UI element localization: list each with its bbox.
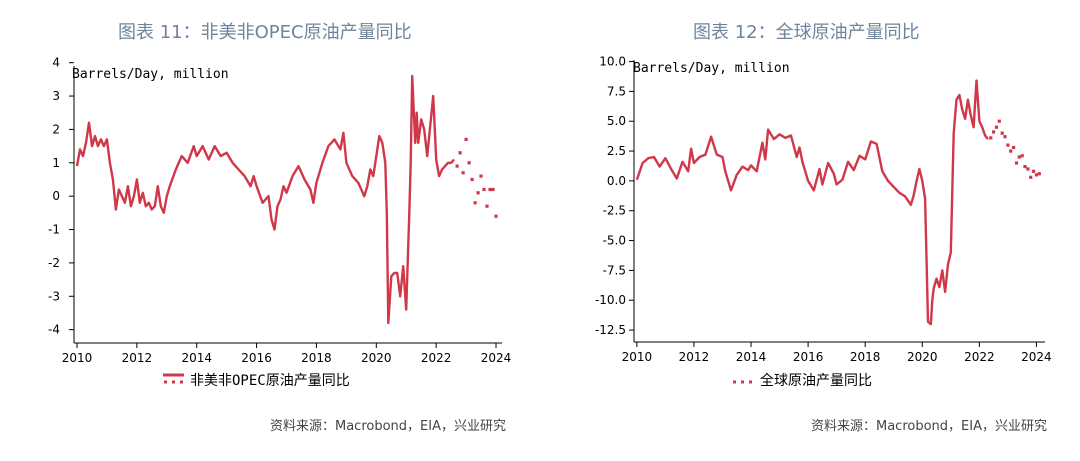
chart-1-forecast-point — [470, 177, 474, 182]
chart-1-forecast-point — [488, 187, 492, 192]
chart-1-xtick-label: 2018 — [301, 351, 332, 365]
chart-2-forecast-point — [1020, 154, 1024, 158]
chart-1-xtick-label: 2020 — [361, 351, 392, 365]
chart-1-ytick-label: 3 — [52, 89, 60, 103]
chart-2-forecast-point — [994, 125, 999, 129]
chart-1-xtick-label: 2016 — [241, 351, 272, 365]
chart-2-forecast-point — [1037, 172, 1041, 176]
chart-1-series-actual — [75, 74, 455, 325]
chart-2-xticks: 2010 2012 2014 2016 2018 2020 2022 2024 — [622, 342, 1052, 364]
chart-2-plot — [635, 79, 1041, 326]
chart-2-forecast-point — [1023, 165, 1027, 169]
chart-1-forecast-point — [473, 201, 477, 205]
chart-2-xtick-label: 2024 — [1021, 350, 1052, 364]
chart-1-source: 资料来源：Macrobond，EIA，兴业研究 — [270, 419, 506, 434]
chart-2-xtick-label: 2016 — [793, 350, 824, 364]
chart-1-ytick-label: -4 — [48, 323, 60, 337]
chart-2-ytick-label: -12.5 — [595, 323, 626, 337]
chart-2-forecast-point — [1034, 173, 1038, 177]
chart-2-yticks: 10.0 7.5 5.0 2.5 0.0 -2.5 -5.0 -7.5 -10.0 -12.5 — [595, 55, 634, 337]
chart-1-forecast-point — [482, 187, 486, 192]
chart-1-ytick-label: 1 — [52, 156, 60, 170]
chart-1-ytick-label: -1 — [48, 223, 60, 237]
chart-2-forecast-point — [989, 136, 993, 140]
chart-1-xtick-label: 2012 — [122, 351, 153, 365]
chart-2-ytick-label: 5.0 — [607, 114, 626, 128]
chart-1-forecast-point — [491, 187, 495, 192]
chart-2-series-actual — [635, 79, 989, 326]
chart-1-ytick-label: -2 — [48, 256, 60, 270]
chart-2-xtick-label: 2010 — [622, 350, 653, 364]
chart-2-legend-label: 全球原油产量同比 — [760, 372, 872, 389]
chart-1-ytick-label: 4 — [52, 56, 60, 70]
chart-2-forecast-point — [1012, 145, 1016, 150]
chart-1-xtick-label: 2010 — [62, 351, 93, 365]
chart-2-forecast-point — [1009, 149, 1013, 153]
chart-1-unit-label: Barrels/Day, million — [72, 67, 229, 82]
chart-1-forecast-point — [467, 161, 471, 165]
chart-1-forecast-point — [461, 171, 465, 175]
chart-2-ytick-label: -7.5 — [603, 263, 626, 277]
chart-1-ytick-label: 2 — [52, 122, 60, 136]
chart-1-legend: 非美非OPEC原油产量同比 — [163, 373, 350, 389]
chart-2-ytick-label: -5.0 — [603, 234, 626, 248]
chart-2-forecast-point — [1000, 131, 1004, 135]
chart-1-xtick-label: 2014 — [181, 351, 212, 365]
chart-2-xtick-label: 2014 — [736, 350, 767, 364]
chart-2-source: 资料来源：Macrobond，EIA，兴业研究 — [811, 419, 1047, 434]
chart-2-ytick-label: 0.0 — [607, 174, 626, 188]
chart-2-xtick-label: 2018 — [850, 350, 881, 364]
chart-1-forecast-point — [485, 204, 489, 208]
chart-2-unit-label: Barrels/Day, million — [633, 61, 790, 76]
chart-2-forecast-point — [997, 119, 1001, 123]
chart-1-yticks: 4 3 2 1 0 -1 -2 -3 -4 — [48, 56, 74, 337]
chart-2-title: 图表 12：全球原油产量同比 — [693, 22, 920, 43]
chart-2-ytick-label: 7.5 — [607, 84, 626, 98]
chart-2-forecast-point — [1014, 161, 1019, 165]
chart-1-legend-label: 非美非OPEC原油产量同比 — [190, 373, 350, 389]
chart-1-forecast-point — [464, 137, 468, 141]
chart-2-forecast-point — [1029, 175, 1033, 179]
chart-1-title: 图表 11：非美非OPEC原油产量同比 — [118, 22, 412, 43]
chart-2-xtick-label: 2012 — [679, 350, 710, 364]
chart-1-forecast-point — [458, 151, 462, 155]
chart-2-ytick-label: 10.0 — [599, 55, 626, 69]
chart-2-forecast-point — [992, 130, 996, 134]
chart-2-forecast-point — [1026, 167, 1030, 171]
chart-1-forecast-point — [455, 164, 459, 168]
chart-1-xtick-label: 2022 — [421, 351, 452, 365]
chart-1-ytick-label: 0 — [52, 189, 60, 203]
chart-1-plot — [75, 74, 498, 325]
chart-2-xtick-label: 2020 — [907, 350, 938, 364]
chart-2-forecast-point — [1017, 155, 1021, 159]
chart-2-ytick-label: -2.5 — [603, 204, 626, 218]
chart-1-forecast-point — [494, 214, 498, 218]
chart-2-ytick-label: -10.0 — [595, 293, 626, 307]
chart-2-xtick-label: 2022 — [964, 350, 995, 364]
chart-2-legend: 全球原油产量同比 — [733, 372, 872, 389]
chart-1-xticks: 2010 2012 2014 2016 2018 2020 2022 2024 — [62, 343, 512, 365]
chart-2: 10.0 7.5 5.0 2.5 0.0 -2.5 -5.0 -7.5 -10.0 -12.5 2… — [595, 55, 1052, 389]
chart-2-forecast-point — [1032, 169, 1036, 173]
chart-1-ytick-label: -3 — [48, 289, 60, 303]
chart-1-forecast-point — [479, 174, 483, 178]
chart-2-ytick-label: 2.5 — [607, 144, 626, 158]
chart-1-forecast-point — [476, 191, 480, 195]
chart-1-xtick-label: 2024 — [481, 351, 512, 365]
chart-2-forecast-point — [1006, 143, 1010, 147]
chart-2-forecast-point — [1003, 135, 1007, 139]
